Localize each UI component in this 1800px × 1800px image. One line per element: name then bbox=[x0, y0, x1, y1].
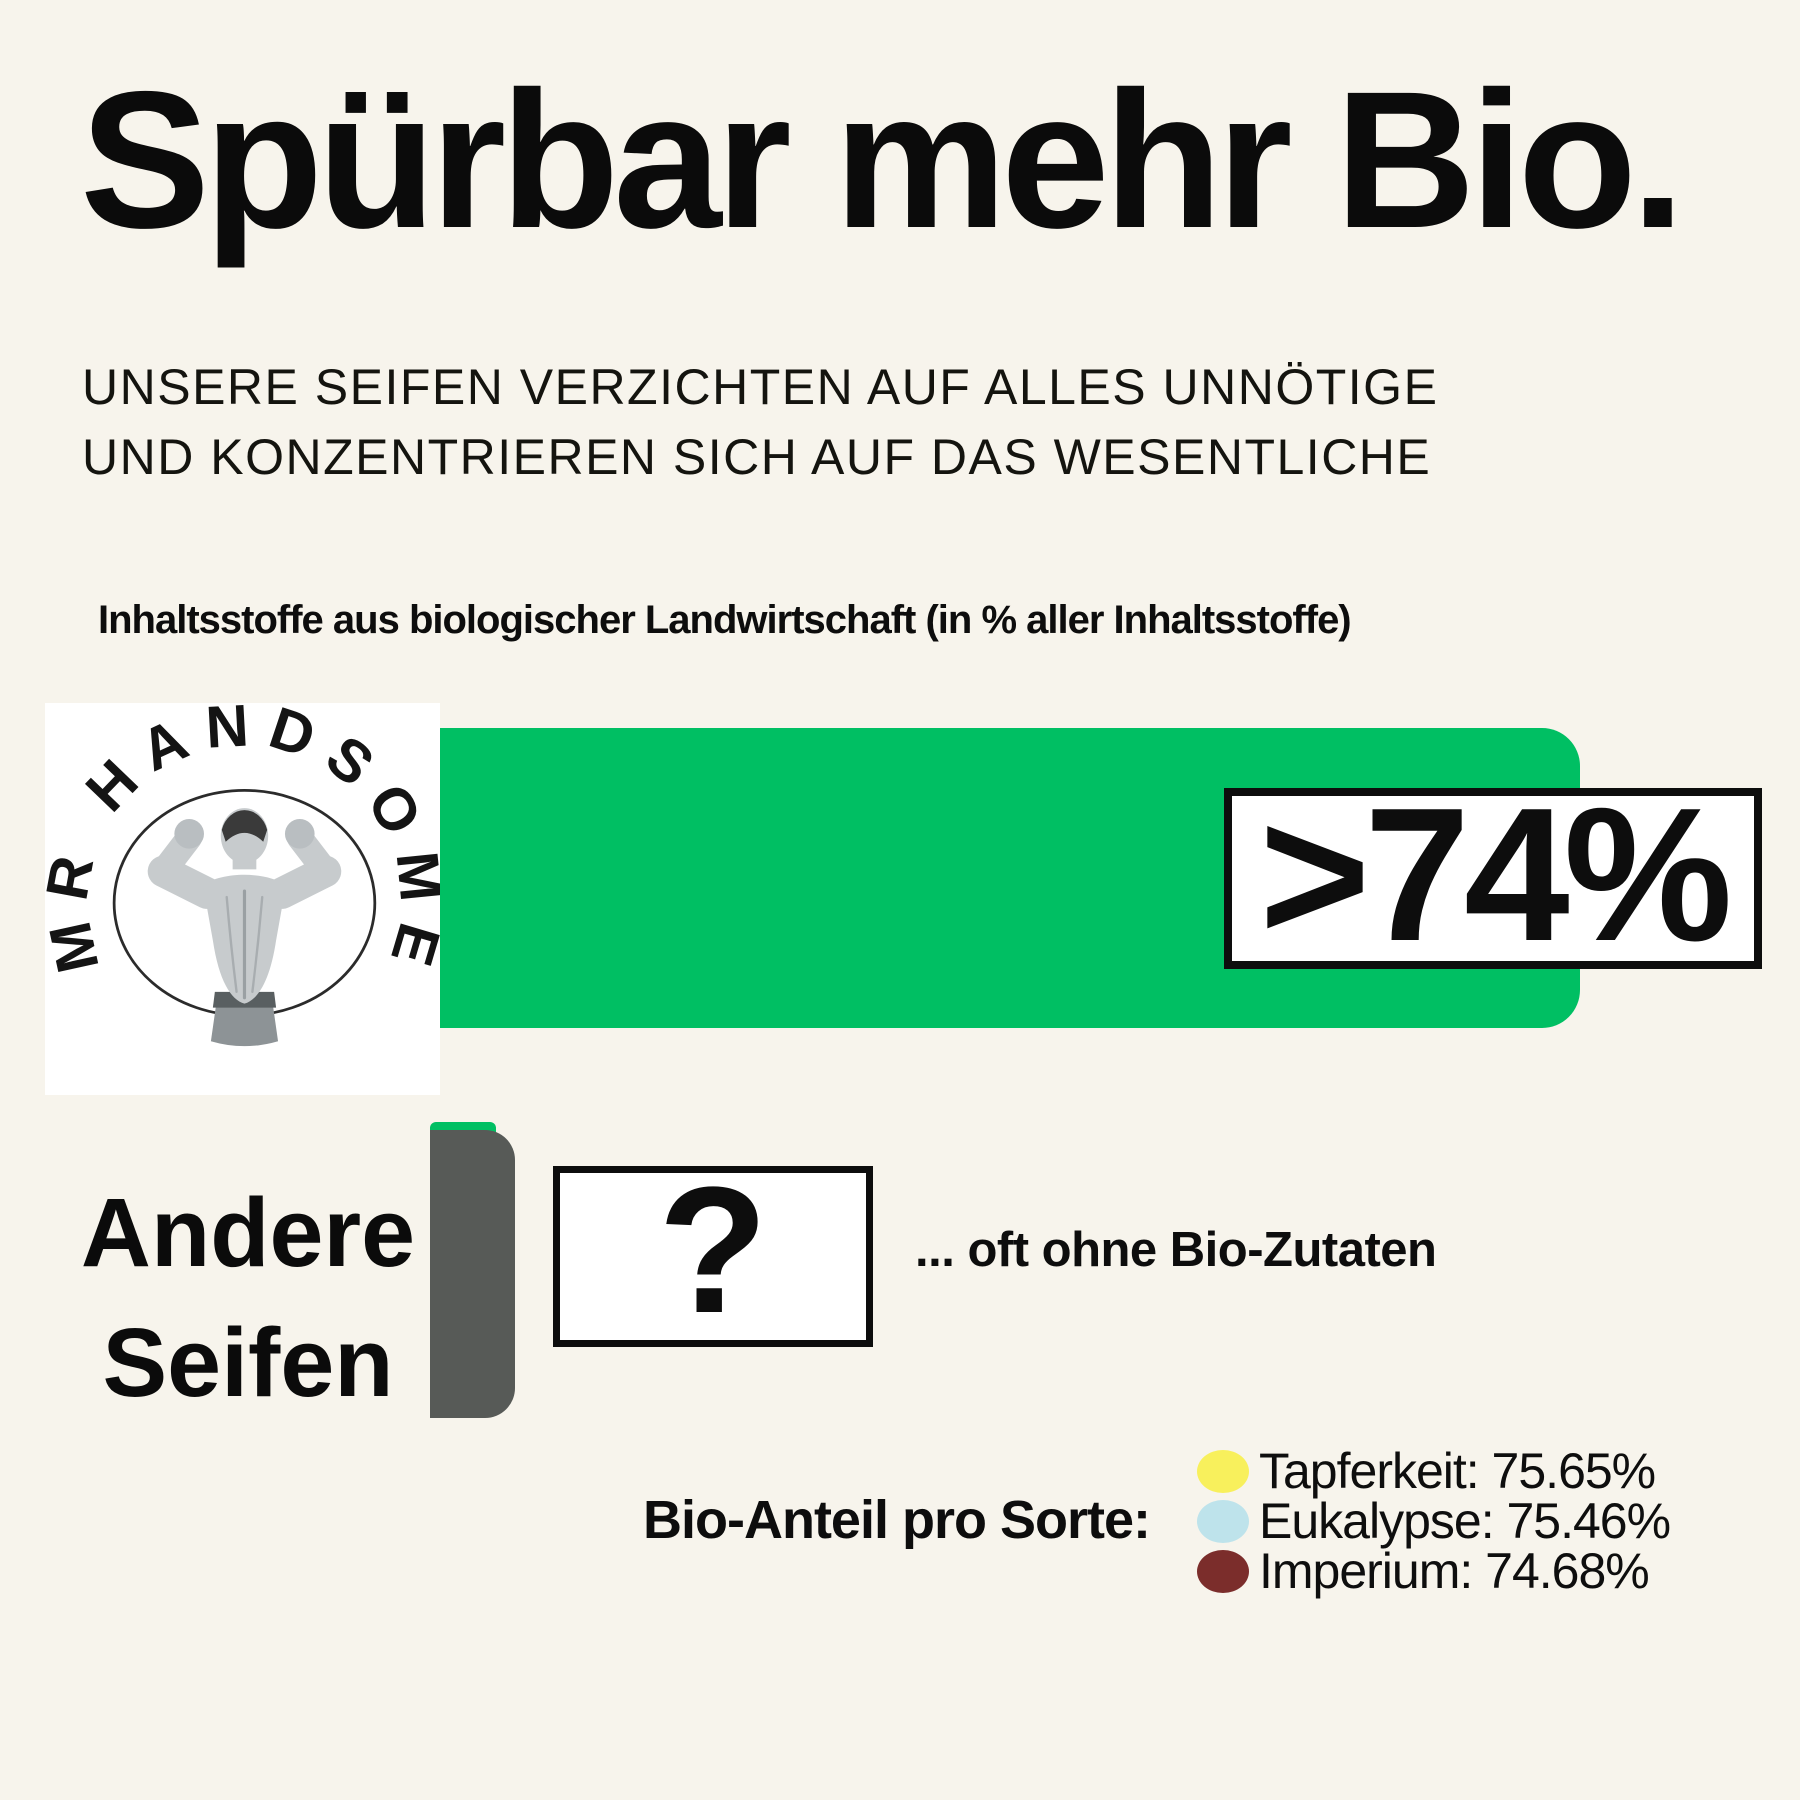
chart-title: Inhaltsstoffe aus biologischer Landwirts… bbox=[98, 598, 1352, 642]
other-value-box: ? bbox=[553, 1160, 873, 1347]
other-bar bbox=[430, 1130, 515, 1418]
legend-item-imperium: Imperium: 74.68% bbox=[1197, 1543, 1670, 1599]
subtitle-line-1: UNSERE SEIFEN VERZICHTEN AUF ALLES UNNÖT… bbox=[82, 359, 1439, 415]
muscleman-figure bbox=[147, 808, 342, 1047]
legend-label-eukalypse: Eukalypse: 75.46% bbox=[1259, 1493, 1671, 1549]
legend-dot-tapferkeit bbox=[1197, 1449, 1249, 1493]
subtitle-line-2: UND KONZENTRIEREN SICH AUF DAS WESENTLIC… bbox=[82, 429, 1432, 485]
brand-value-label: >74% bbox=[1259, 768, 1732, 981]
mr-handsome-logo-image: MR HANDSOME bbox=[32, 691, 441, 1047]
page-title: Spürbar mehr Bio. bbox=[80, 51, 1685, 269]
legend-item-eukalypse: Eukalypse: 75.46% bbox=[1197, 1493, 1671, 1549]
other-row-label-line-1: Andere bbox=[80, 1178, 416, 1287]
other-row-label-line-2: Seifen bbox=[102, 1308, 394, 1417]
legend: Tapferkeit: 75.65% Eukalypse: 75.46% Imp… bbox=[1197, 1443, 1671, 1599]
legend-label-imperium: Imperium: 74.68% bbox=[1259, 1543, 1650, 1599]
brand-value-box: >74% bbox=[1224, 780, 1762, 970]
subtitle: UNSERE SEIFEN VERZICHTEN AUF ALLES UNNÖT… bbox=[82, 352, 1438, 492]
legend-label-tapferkeit: Tapferkeit: 75.65% bbox=[1259, 1443, 1656, 1499]
legend-item-tapferkeit: Tapferkeit: 75.65% bbox=[1197, 1443, 1670, 1499]
legend-title: Bio-Anteil pro Sorte: bbox=[643, 1490, 1151, 1550]
legend-dot-eukalypse bbox=[1197, 1499, 1249, 1543]
other-row-label: Andere Seifen bbox=[70, 1168, 426, 1428]
other-bar-note: ... oft ohne Bio-Zutaten bbox=[915, 1223, 1437, 1277]
brand-logo: MR HANDSOME bbox=[32, 691, 441, 1095]
other-value-label: ? bbox=[658, 1149, 768, 1351]
legend-dot-imperium bbox=[1197, 1549, 1249, 1593]
